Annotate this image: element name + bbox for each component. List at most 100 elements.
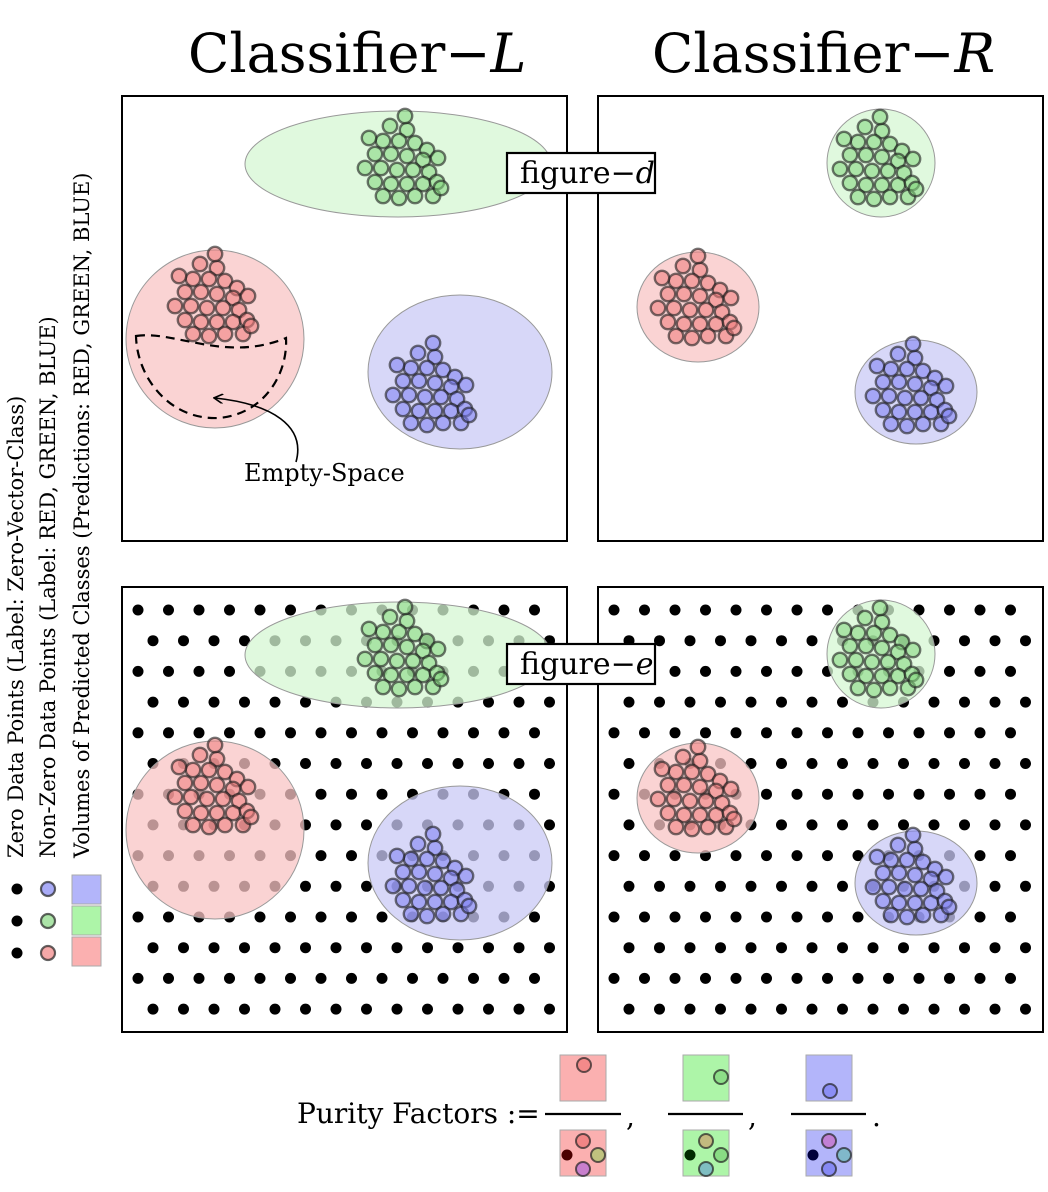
right-zero-point (944, 972, 955, 984)
left-zero-point (361, 880, 372, 892)
left-e-green-data-point (406, 678, 424, 696)
left-zero-point (315, 850, 327, 862)
right-e-green-data-point (847, 651, 865, 669)
right-zero-point (1020, 696, 1031, 708)
right-zero-point (745, 942, 757, 954)
right-e-red-data-point (653, 760, 671, 778)
left-d-green-data-point (398, 175, 416, 193)
right-d-blue-data-point (898, 360, 916, 378)
right-e-green-data-point (849, 624, 867, 642)
right-zero-point (806, 635, 818, 647)
right-e-green-data-point (871, 599, 889, 617)
right-zero-point (608, 911, 620, 923)
left-zero-point (193, 727, 205, 739)
right-d-red-data-point (725, 319, 743, 337)
right-zero-point (639, 604, 650, 616)
purity-separator-2: , (748, 1100, 757, 1133)
legend-zero-point-2 (11, 915, 23, 927)
purity-red-den-green (590, 1147, 606, 1163)
left-d-red-data-point (239, 287, 257, 305)
left-d-green-data-point (374, 132, 392, 150)
left-e-red-data-point (208, 776, 226, 794)
right-e-blue-data-point (882, 851, 900, 869)
left-e-red-data-point (192, 804, 210, 822)
left-zero-point (208, 1003, 220, 1015)
left-e-red-data-point (242, 808, 260, 826)
left-zero-point (330, 1003, 342, 1015)
left-d-red-data-point (176, 311, 194, 329)
right-zero-point (959, 696, 970, 708)
left-zero-point (346, 788, 357, 800)
left-zero-point (254, 604, 266, 616)
left-zero-point (224, 604, 235, 616)
left-e-green-data-point (406, 625, 424, 643)
legend-zero-point-1 (11, 883, 23, 895)
right-d-red-data-point (699, 274, 717, 292)
right-zero-point (669, 665, 681, 677)
right-zero-point (974, 665, 986, 677)
right-d-red-data-point (675, 315, 693, 333)
purity-fraction-red: , (545, 1054, 635, 1177)
right-d-red-data-point (667, 327, 685, 345)
left-zero-point (483, 1003, 494, 1015)
right-zero-point (852, 911, 864, 923)
right-d-blue-data-point (889, 345, 907, 363)
purity-red-den-zero (561, 1149, 573, 1161)
left-zero-point (193, 665, 205, 677)
right-e-green-data-point (863, 653, 881, 671)
right-d-green-data-point (841, 146, 859, 164)
left-e-blue-data-point (424, 825, 442, 843)
right-zero-point (791, 911, 803, 923)
left-zero-point (529, 972, 540, 984)
left-zero-point (468, 972, 479, 984)
left-zero-point (300, 880, 311, 892)
left-zero-point (300, 696, 311, 708)
right-zero-point (1005, 665, 1016, 677)
right-zero-point (730, 665, 742, 677)
right-zero-point (608, 604, 620, 616)
left-e-blue-data-point (416, 879, 434, 897)
left-e-blue-data-point (394, 863, 412, 881)
right-zero-point (745, 696, 757, 708)
right-zero-point (1005, 972, 1016, 984)
left-d-red-data-point (206, 245, 224, 263)
left-zero-point (468, 727, 479, 739)
left-e-blue-data-point (418, 850, 436, 868)
purity-red-den-blue (575, 1161, 591, 1177)
right-d-blue-data-point (898, 417, 916, 435)
right-zero-point (791, 665, 803, 677)
right-zero-point (684, 696, 696, 708)
left-d-red-data-point (184, 270, 202, 288)
right-zero-point (822, 604, 833, 616)
right-zero-point (928, 758, 940, 769)
left-zero-point (391, 758, 403, 769)
right-zero-point (913, 727, 925, 739)
right-d-green-data-point (831, 160, 849, 178)
right-d-green-data-point (835, 130, 853, 148)
empty-space-arrow (215, 398, 299, 463)
left-zero-point (178, 942, 189, 954)
right-e-green-data-point (907, 671, 925, 689)
left-zero-point (208, 942, 220, 954)
right-e-red-data-point (691, 806, 709, 824)
right-e-red-data-point (665, 790, 683, 808)
left-d-red-data-point (242, 317, 260, 335)
left-e-green-data-point (432, 670, 450, 688)
purity-blue-den-zero (807, 1149, 819, 1161)
left-zero-point (330, 880, 342, 892)
right-zero-point (974, 911, 986, 923)
purity-terminator: . (872, 1100, 881, 1133)
right-d-green-data-point (857, 146, 875, 164)
left-zero-point (529, 604, 540, 616)
right-d-blue-data-point (882, 360, 900, 378)
right-e-blue-data-point (898, 851, 916, 869)
right-d-red-data-point (689, 247, 707, 265)
right-zero-point (852, 850, 864, 862)
legend-zero-points-label: Zero Data Points (Label: Zero-Vector-Cla… (4, 396, 28, 858)
right-zero-point (837, 819, 848, 831)
left-e-red-data-point (176, 802, 194, 820)
right-d-red-data-point (653, 269, 671, 287)
left-zero-point (178, 635, 189, 647)
legend-zero-point-3 (11, 947, 23, 959)
